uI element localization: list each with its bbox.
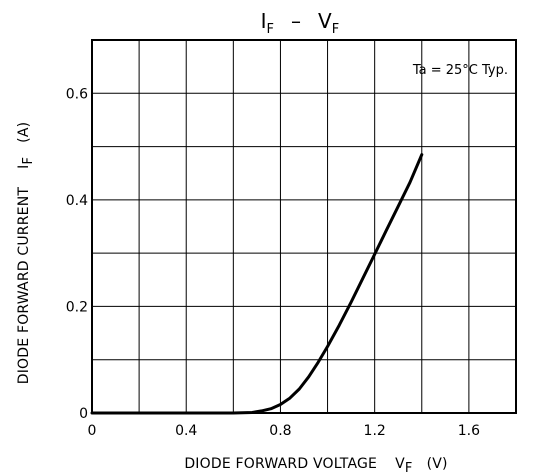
y-tick-label: 0	[79, 406, 88, 422]
plot-frame	[92, 40, 516, 413]
y-axis-label-unit: (A)	[16, 122, 32, 143]
x-axis-label-unit: (V)	[427, 456, 448, 472]
x-axis-label-symbol: V	[395, 456, 405, 472]
y-tick-label: 0.6	[66, 86, 88, 102]
title-main-subscript: F	[267, 22, 274, 37]
x-tick-label: 0.8	[269, 423, 291, 439]
svg-text:DIODE FORWARD CURRENTIF(A): DIODE FORWARD CURRENTIF(A)	[16, 122, 36, 385]
x-axis-label-text: DIODE FORWARD VOLTAGE	[184, 456, 377, 472]
y-tick-label: 0.2	[66, 299, 88, 315]
y-tick-label: 0.4	[66, 193, 88, 209]
y-axis-label-subscript: F	[21, 157, 36, 165]
grid	[92, 40, 516, 413]
title-second-subscript: F	[332, 22, 339, 37]
title-dash: –	[291, 9, 301, 33]
x-axis-label-subscript: F	[405, 461, 413, 476]
title-second: V	[318, 9, 332, 33]
condition-annotation: Ta = 25°C Typ.	[412, 63, 508, 78]
svg-text:IF: IF	[261, 9, 274, 37]
y-axis-label-text: DIODE FORWARD CURRENT	[16, 187, 32, 385]
series-line	[92, 155, 422, 413]
x-axis-label: DIODE FORWARD VOLTAGE VF (V)	[184, 456, 447, 476]
y-axis-label: DIODE FORWARD CURRENTIF(A)	[16, 122, 36, 385]
x-tick-labels: 0 0.4 0.8 1.2 1.6	[88, 423, 481, 439]
x-tick-label: 1.6	[458, 423, 480, 439]
y-tick-labels: 0 0.2 0.4 0.6	[66, 86, 88, 422]
chart-title: IF – VF	[261, 9, 340, 37]
x-tick-label: 1.2	[364, 423, 386, 439]
svg-text:VF: VF	[318, 9, 339, 37]
x-tick-label: 0.4	[175, 423, 197, 439]
x-tick-label: 0	[88, 423, 97, 439]
